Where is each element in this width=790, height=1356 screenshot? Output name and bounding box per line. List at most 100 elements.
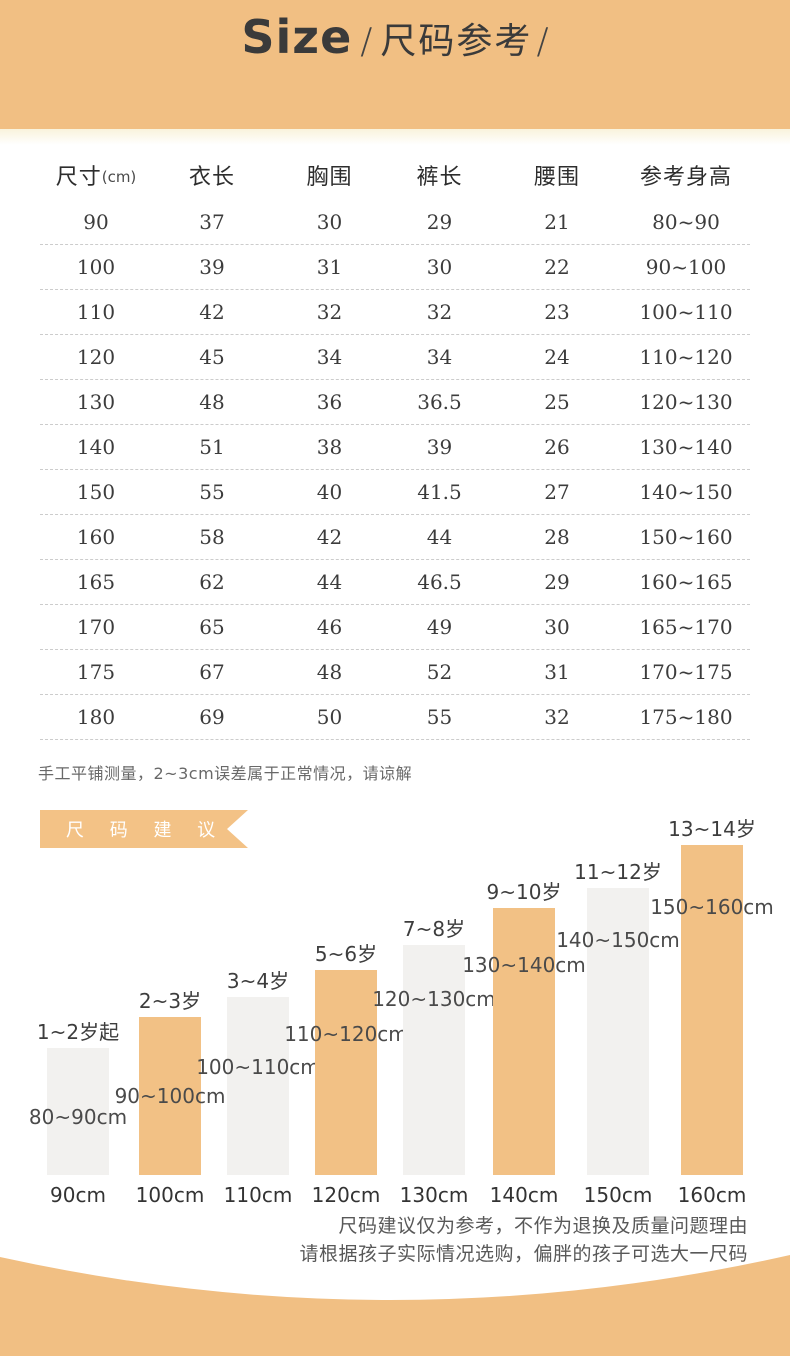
table-cell: 170 [76, 615, 116, 639]
category-label: 120cm [311, 1183, 381, 1207]
column-header: 裤长 [416, 165, 463, 190]
size-bar [403, 945, 465, 1175]
height-range-label: 100~110cm [196, 1055, 320, 1079]
table-cell: 45 [199, 345, 225, 369]
table-row: 90 37 30 29 21 80~90 [40, 200, 750, 245]
age-label: 1~2岁起 [36, 1020, 120, 1044]
table-cell: 25 [544, 390, 570, 414]
table-cell: 30 [544, 615, 570, 639]
size-bar [139, 1017, 201, 1175]
height-range-label: 90~100cm [114, 1084, 226, 1108]
table-cell: 150~160 [639, 525, 733, 549]
column-header-text: 尺寸 [55, 165, 102, 190]
table-cell: 100~110 [639, 300, 733, 324]
measurement-note: 手工平铺测量，2~3cm误差属于正常情况，请谅解 [38, 764, 413, 783]
table-row: 100 39 31 30 22 90~100 [40, 245, 750, 290]
column-header: 参考身高 [639, 165, 732, 190]
table-cell: 32 [316, 300, 343, 324]
table-cell: 175 [76, 660, 116, 684]
category-label: 160cm [677, 1183, 747, 1207]
size-bar [681, 845, 743, 1175]
table-cell: 165~170 [639, 615, 733, 639]
column-header: 衣长 [188, 165, 235, 190]
table-cell: 110 [76, 300, 116, 324]
age-label: 9~10岁 [486, 880, 562, 904]
category-label: 90cm [50, 1183, 106, 1207]
table-cell: 42 [199, 300, 225, 324]
column-header: 腰围 [533, 165, 580, 190]
table-cell: 32 [544, 705, 570, 729]
footer-line-1: 尺码建议仅为参考，不作为退换及质量问题理由 [338, 1215, 748, 1237]
height-range-label: 130~140cm [462, 953, 586, 977]
age-label: 5~6岁 [314, 942, 378, 966]
height-range-label: 140~150cm [556, 928, 680, 952]
size-bar [227, 997, 289, 1175]
table-cell: 39 [199, 255, 225, 279]
title-chinese: 尺码参考 [380, 21, 533, 62]
table-cell: 21 [544, 210, 570, 234]
table-cell: 30 [426, 255, 453, 279]
footer-disclaimer: 尺码建议仅为参考，不作为退换及质量问题理由 请根据孩子实际情况选购，偏胖的孩子可… [299, 1212, 748, 1268]
table-cell: 22 [544, 255, 570, 279]
table-cell: 130 [76, 390, 116, 414]
table-cell: 165 [76, 570, 116, 594]
title-english: Size [241, 10, 353, 64]
column-header: 尺寸 (cm) [40, 150, 152, 200]
table-cell: 48 [316, 660, 343, 684]
table-cell: 34 [426, 345, 453, 369]
table-cell: 51 [199, 435, 225, 459]
table-row: 140 51 38 39 26 130~140 [40, 425, 750, 470]
table-row: 180 69 50 55 32 175~180 [40, 695, 750, 740]
table-cell: 41.5 [417, 480, 462, 504]
table-cell: 52 [426, 660, 453, 684]
table-cell: 80~90 [652, 210, 720, 234]
header-fade [0, 129, 790, 145]
table-row: 110 42 32 32 23 100~110 [40, 290, 750, 335]
table-cell: 48 [199, 390, 225, 414]
age-label: 2~3岁 [138, 989, 202, 1013]
table-cell: 67 [199, 660, 225, 684]
table-cell: 44 [426, 525, 453, 549]
size-bar [47, 1048, 109, 1175]
page-title: Size / 尺码参考 / [241, 8, 548, 77]
table-cell: 100 [76, 255, 116, 279]
table-cell: 27 [544, 480, 570, 504]
table-cell: 24 [544, 345, 570, 369]
age-label: 11~12岁 [574, 860, 662, 884]
table-cell: 31 [316, 255, 343, 279]
column-header-unit: (cm) [101, 168, 137, 186]
size-bar [315, 970, 377, 1175]
table-cell: 160~165 [639, 570, 733, 594]
category-label: 100cm [135, 1183, 205, 1207]
table-cell: 31 [544, 660, 570, 684]
table-row: 165 62 44 46.5 29 160~165 [40, 560, 750, 605]
height-range-label: 80~90cm [28, 1105, 128, 1129]
table-cell: 46.5 [417, 570, 462, 594]
category-label: 110cm [223, 1183, 293, 1207]
table-cell: 42 [316, 525, 343, 549]
age-label: 13~14岁 [668, 817, 756, 841]
table-cell: 90 [83, 210, 109, 234]
table-cell: 39 [426, 435, 453, 459]
table-cell: 46 [316, 615, 343, 639]
table-cell: 69 [199, 705, 225, 729]
age-label: 3~4岁 [226, 969, 290, 993]
table-cell: 49 [426, 615, 453, 639]
table-cell: 55 [426, 705, 453, 729]
table-cell: 120~130 [639, 390, 733, 414]
table-cell: 110~120 [639, 345, 733, 369]
bottom-curve-decoration [0, 1255, 790, 1356]
table-cell: 130~140 [639, 435, 733, 459]
height-range-label: 120~130cm [372, 987, 496, 1011]
table-cell: 29 [426, 210, 453, 234]
table-cell: 90~100 [645, 255, 727, 279]
size-table: 尺寸 (cm) 衣长 胸围 裤长 腰围 参考身高 90 37 30 29 21 80~90 100 39 3… [40, 150, 750, 740]
table-cell: 120 [76, 345, 116, 369]
table-row: 170 65 46 49 30 165~170 [40, 605, 750, 650]
table-cell: 175~180 [639, 705, 733, 729]
category-label: 140cm [489, 1183, 559, 1207]
category-label: 130cm [399, 1183, 469, 1207]
table-cell: 26 [544, 435, 570, 459]
age-label: 7~8岁 [402, 917, 466, 941]
